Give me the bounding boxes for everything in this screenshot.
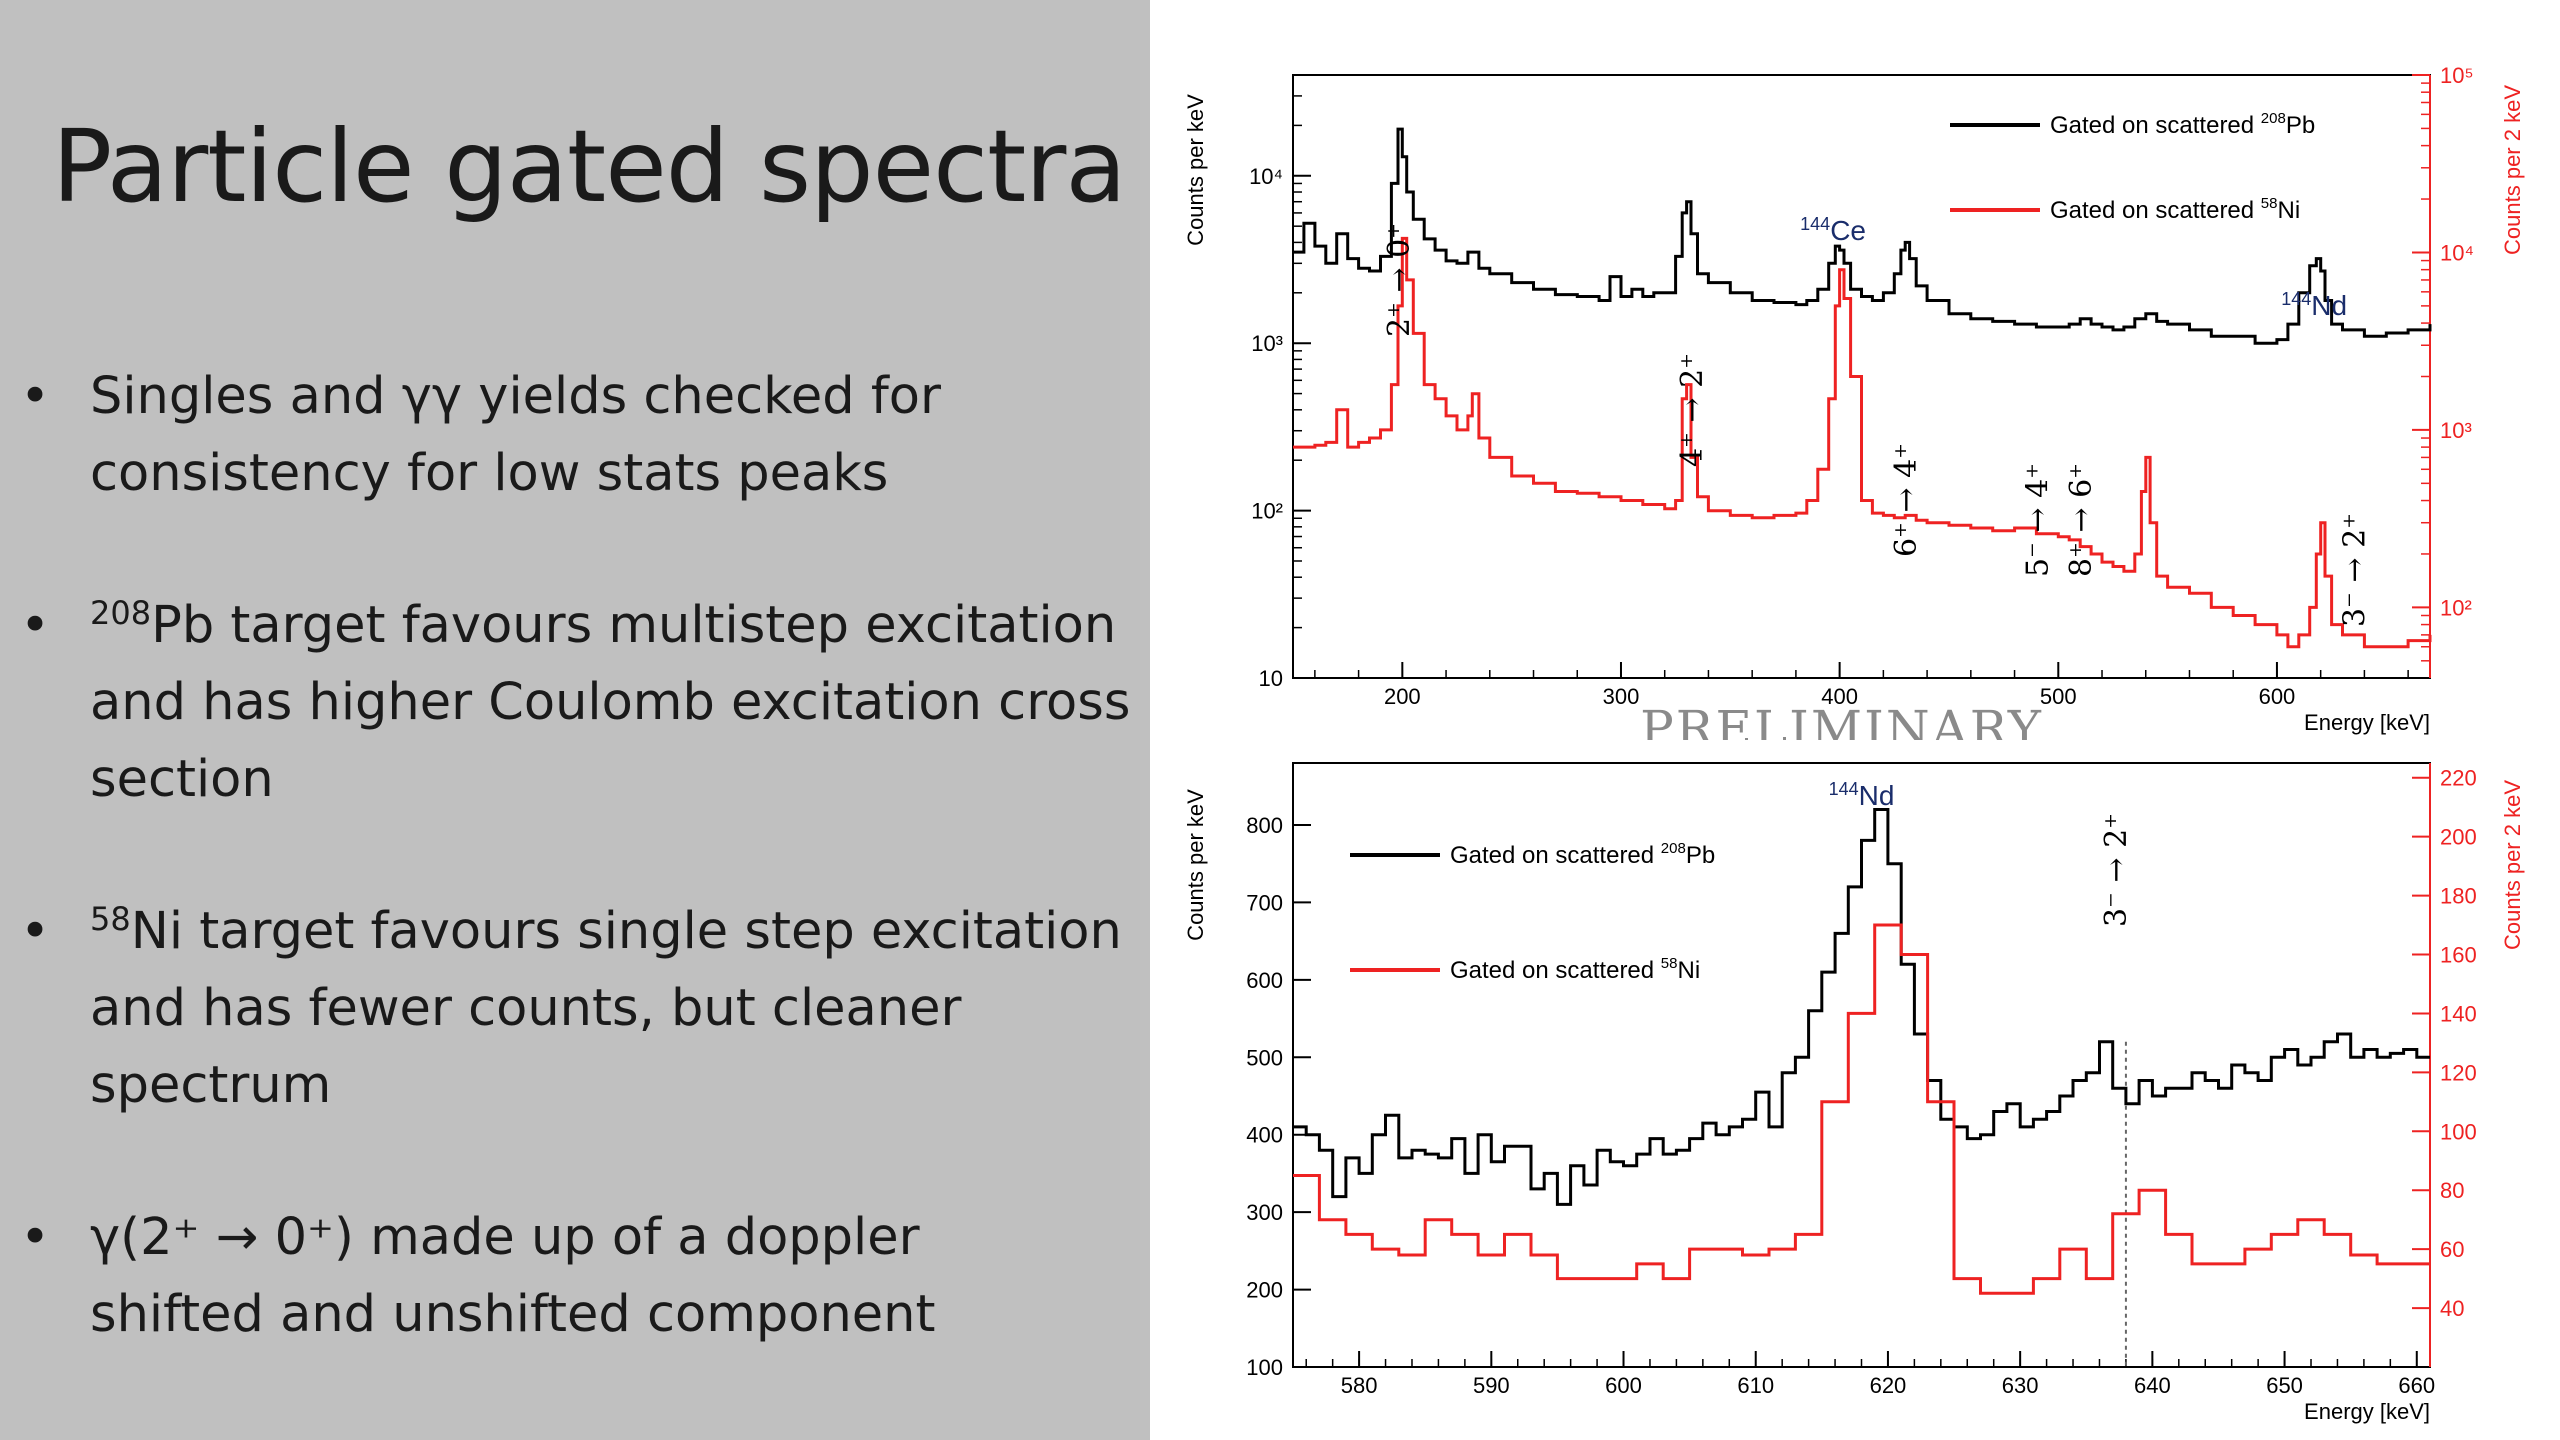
isotope-mass: 208 [90, 594, 152, 632]
x-tick-label: 650 [2266, 1373, 2303, 1398]
y-tick-label-left: 200 [1246, 1278, 1283, 1303]
x-axis-title: Energy [keV] [2304, 1399, 2430, 1424]
x-tick-label: 200 [1384, 684, 1421, 709]
spectrum-chart-full: 200 300 400 500 600 10 10² 10³ 10⁴ 10² 10³ 10⁴ 10⁵ En… [1183, 63, 2525, 740]
bullet-line: Ni target favours single step excitation [130, 902, 1122, 961]
x-tick-label: 610 [1737, 1373, 1774, 1398]
y-tick-label-right: 140 [2440, 1001, 2477, 1026]
y-tick-label-left: 300 [1246, 1200, 1283, 1225]
legend-entry: Gated on scattered 58Ni [2050, 195, 2300, 224]
y-tick-label-left: 400 [1246, 1123, 1283, 1148]
transition-label: 3⁻ → 2⁺ [2337, 513, 2372, 627]
y-tick-label-right: 100 [2440, 1119, 2477, 1144]
bullet-line: shifted and unshifted component [90, 1285, 936, 1344]
bullet-line: section [90, 750, 274, 809]
y-tick-label-left: 10 [1259, 666, 1283, 691]
y-tick-label-left: 10² [1251, 499, 1283, 524]
transition-label: 4⁺ → 2⁺ [1675, 353, 1710, 467]
bullet-dot: • [20, 596, 51, 655]
x-tick-label: 400 [1821, 684, 1858, 709]
x-tick-label: 630 [2002, 1373, 2039, 1398]
bullet-line: Singles and γγ yields checked for [90, 367, 941, 426]
transition-label: 2⁺ → 0⁺ [1382, 223, 1417, 337]
x-tick-label: 660 [2398, 1373, 2435, 1398]
transition-label: 8⁺ → 6⁺ [2064, 463, 2099, 577]
x-tick-label: 300 [1603, 684, 1640, 709]
y-tick-label-right: 180 [2440, 884, 2477, 909]
nuclide-label: 144Ce [1800, 214, 1866, 246]
preliminary-watermark: PRELIMINARY [1640, 700, 2043, 740]
y-tick-label-left: 700 [1246, 890, 1283, 915]
nuclide-label: 144Nd [1829, 779, 1895, 811]
isotope-mass: 58 [90, 900, 131, 938]
y-tick-label-right: 200 [2440, 825, 2477, 850]
series-line-pb208 [1293, 127, 2432, 345]
y-tick-label-right: 10³ [2440, 418, 2472, 443]
y-axis-title-left: Counts per keV [1183, 789, 1208, 941]
x-tick-label: 620 [1870, 1373, 1907, 1398]
y-axis-title-right: Counts per 2 keV [2500, 85, 2525, 255]
spectrum-chart-zoom: 580 590 600 610 620 630 640 650 660 100 200 300 400 5… [1183, 762, 2525, 1424]
legend-entry: Gated on scattered 208Pb [1450, 840, 1715, 869]
bullet-line: and has fewer counts, but cleaner [90, 979, 962, 1038]
transition-label: 5⁻ → 4⁺ [2020, 463, 2055, 577]
series-line-ni58 [1293, 236, 2432, 649]
y-tick-label-left: 600 [1246, 968, 1283, 993]
legend-entry: Gated on scattered 208Pb [2050, 110, 2315, 139]
y-tick-label-right: 160 [2440, 943, 2477, 968]
nuclide-label: 144Nd [2281, 289, 2347, 321]
x-tick-label: 500 [2040, 684, 2077, 709]
y-tick-label-left: 500 [1246, 1045, 1283, 1070]
y-tick-label-left: 800 [1246, 813, 1283, 838]
y-axis-title-right: Counts per 2 keV [2500, 780, 2525, 950]
bullet-dot: • [20, 1208, 51, 1267]
bullet-line: and has higher Coulomb excitation cross [90, 673, 1131, 732]
y-tick-label-left: 10³ [1251, 331, 1283, 356]
y-axis-title-left: Counts per keV [1183, 94, 1208, 246]
x-tick-label: 590 [1473, 1373, 1510, 1398]
bullet-line: consistency for low stats peaks [90, 444, 889, 503]
y-tick-label-right: 10² [2440, 595, 2472, 620]
bullet-line: Pb target favours multistep excitation [151, 596, 1117, 655]
transition-label: 6⁺ → 4⁺ [1889, 443, 1924, 557]
bullet-line: spectrum [90, 1056, 332, 1115]
y-tick-label-left: 10⁴ [1249, 164, 1283, 189]
y-tick-label-right: 10⁴ [2440, 240, 2474, 265]
y-tick-label-right: 120 [2440, 1060, 2477, 1085]
y-tick-label-right: 40 [2440, 1296, 2464, 1321]
bullet-dot: • [20, 367, 51, 426]
x-tick-label: 640 [2134, 1373, 2171, 1398]
series-line-pb208 [1293, 808, 2430, 1206]
x-tick-label: 600 [1605, 1373, 1642, 1398]
y-tick-label-right: 80 [2440, 1178, 2464, 1203]
bullet-line: γ(2⁺ → 0⁺) made up of a doppler [90, 1208, 920, 1267]
y-tick-label-left: 100 [1246, 1355, 1283, 1380]
y-tick-label-right: 60 [2440, 1237, 2464, 1262]
transition-label: 3⁻ → 2⁺ [2099, 813, 2134, 927]
bullet-dot: • [20, 902, 51, 961]
y-tick-label-right: 220 [2440, 766, 2477, 791]
legend-entry: Gated on scattered 58Ni [1450, 955, 1700, 984]
series-line-ni58 [1293, 923, 2430, 1295]
x-axis-title: Energy [keV] [2304, 710, 2430, 735]
y-tick-label-right: 10⁵ [2440, 63, 2474, 88]
x-tick-label: 580 [1341, 1373, 1378, 1398]
slide-title: Particle gated spectra [52, 108, 1127, 225]
left-text-panel: Particle gated spectra • Singles and γγ … [0, 0, 1150, 1440]
x-tick-label: 600 [2259, 684, 2296, 709]
